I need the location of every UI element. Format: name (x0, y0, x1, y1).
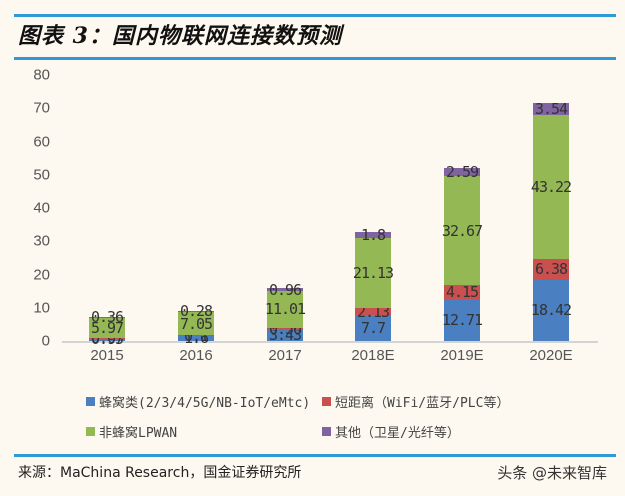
legend-label: 非蜂窝LPWAN (99, 426, 178, 441)
value-label: 0.28 (179, 302, 213, 321)
source-note: 来源：MaChina Research，国金证券研究所 (18, 465, 302, 481)
bar-segment (355, 315, 391, 341)
legend-swatch (86, 397, 95, 406)
bar-segment (355, 308, 391, 316)
watermark: 头条 @未来智库 (497, 464, 607, 482)
y-tick-label: 70 (33, 99, 50, 117)
stacked-bar-chart: 0 10 20 30 40 50 60 70 80 0.95 0.07 5.97 0.36 1.6 0.1… (33, 66, 598, 441)
bar-segment (444, 167, 480, 177)
legend-item-cellular: 蜂窝类(2/3/4/5G/NB-IoT/eMtc) (86, 392, 310, 411)
bar-segment (178, 311, 214, 336)
legend-swatch (322, 427, 331, 436)
legend-swatch (322, 397, 331, 406)
bar-segment (533, 279, 569, 341)
bar-segment (89, 316, 125, 318)
chart-title: 图表 3：国内物联网连接数预测 (18, 23, 342, 49)
x-tick-label: 2018E (351, 347, 395, 364)
value-label: 0.36 (90, 308, 124, 327)
bar-segment (444, 284, 480, 299)
y-tick-label: 50 (33, 166, 50, 184)
bar-segment (178, 310, 214, 312)
x-tick-label: 2017 (268, 347, 302, 364)
x-tick-label: 2015 (90, 347, 124, 364)
value-label: 7.05 (179, 314, 213, 333)
value-label: 3.43 (268, 326, 302, 345)
value-label: 5.97 (90, 318, 124, 337)
bar-segment (355, 238, 391, 309)
title-underline (14, 57, 616, 60)
y-tick-label: 20 (33, 266, 50, 283)
value-label: 2.59 (445, 163, 479, 181)
value-label: 12.71 (441, 310, 483, 329)
legend-item-lpwan: 非蜂窝LPWAN (86, 422, 177, 441)
bar-segment (355, 232, 391, 239)
value-label: 4.15 (445, 282, 479, 301)
legend-label: 其他（卫星/光纤等） (335, 426, 460, 441)
y-tick-label: 0 (41, 332, 50, 350)
bar-segment (89, 317, 125, 338)
x-tick-label: 2019E (440, 347, 484, 364)
value-label: 7.7 (360, 319, 386, 338)
legend-label: 蜂窝类(2/3/4/5G/NB-IoT/eMtc) (99, 396, 311, 411)
y-tick-label: 40 (33, 199, 50, 217)
bar-segment (533, 258, 569, 280)
value-label: 11.01 (264, 300, 306, 319)
value-label: 43.22 (530, 177, 572, 196)
bar-segment (444, 176, 480, 285)
value-label: 6.38 (534, 260, 568, 279)
x-axis-line (62, 341, 598, 343)
bar-segment (267, 287, 303, 292)
value-label: 21.13 (352, 264, 394, 283)
y-tick-label: 10 (33, 299, 50, 317)
bar-segment (267, 291, 303, 328)
top-rule (14, 14, 616, 17)
value-label: 0.96 (268, 280, 302, 299)
bar-segment (267, 329, 303, 341)
x-tick-label: 2016 (179, 347, 213, 364)
bar-segment (267, 327, 303, 330)
bar-segment (533, 114, 569, 259)
value-label: 18.42 (530, 301, 572, 320)
y-tick-label: 30 (33, 232, 50, 250)
legend-item-other: 其他（卫星/光纤等） (322, 422, 460, 441)
value-label: 1.8 (360, 226, 386, 245)
footer-rule (14, 454, 616, 457)
y-tick-label: 80 (33, 66, 50, 84)
bar-segment (89, 337, 125, 339)
bar-segment (178, 335, 214, 341)
bar-segment (89, 337, 125, 341)
bar-segment (444, 298, 480, 341)
legend-label: 短距离（WiFi/蓝牙/PLC等） (335, 396, 510, 411)
value-label: 3.54 (534, 99, 568, 118)
bar-segment (533, 103, 569, 115)
x-tick-label: 2020E (529, 347, 573, 364)
value-label: 32.67 (441, 221, 483, 240)
legend-item-short-range: 短距离（WiFi/蓝牙/PLC等） (322, 392, 509, 411)
bar-segment (178, 335, 214, 337)
y-tick-label: 60 (33, 133, 50, 150)
legend-swatch (86, 427, 95, 436)
